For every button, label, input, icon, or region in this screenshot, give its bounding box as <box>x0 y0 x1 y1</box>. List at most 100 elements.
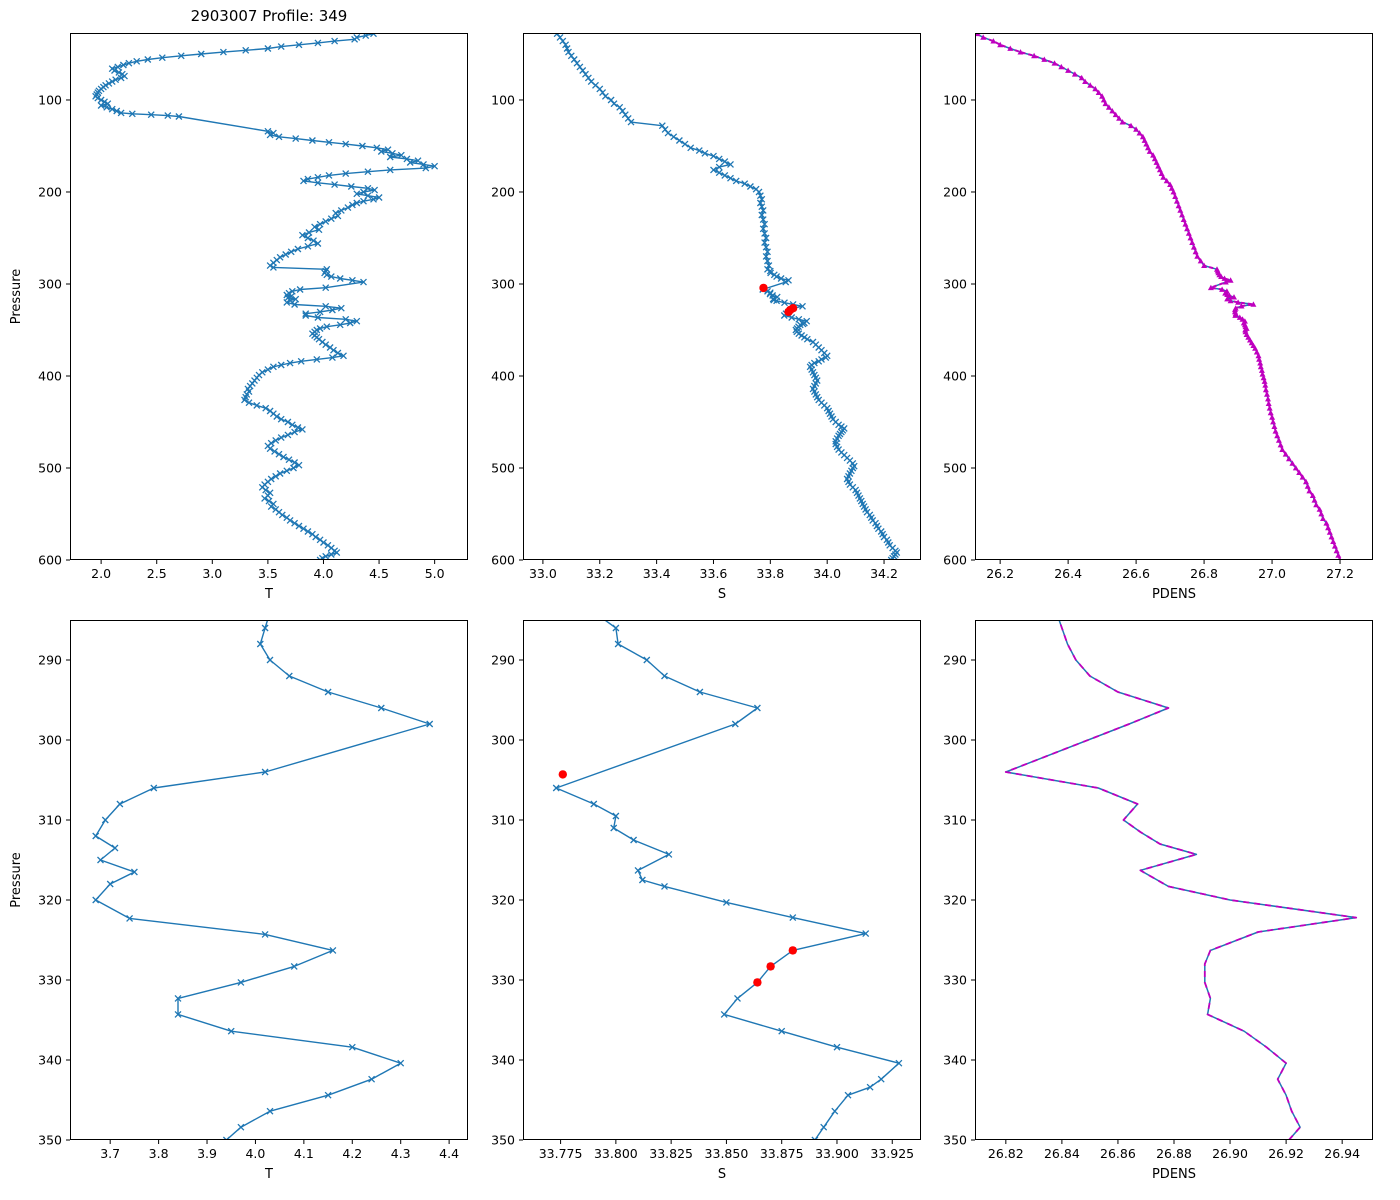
y-tick-label: 300 <box>943 733 967 748</box>
series-markers-temperature-profile <box>92 624 434 1140</box>
x-tick-label: 33.775 <box>539 1146 583 1161</box>
x-tick-label: 4.4 <box>439 1146 459 1161</box>
x-tick-label: 26.90 <box>1212 1146 1248 1161</box>
x-tick-label: 2.0 <box>91 566 111 581</box>
series-line-pdens-profile-blue <box>976 33 1341 560</box>
plot-area <box>92 33 439 560</box>
x-tick-label: 26.88 <box>1156 1146 1192 1161</box>
y-tick-label: 310 <box>38 813 62 828</box>
y-tick-label: 340 <box>943 1053 967 1068</box>
x-tick-label: 3.8 <box>149 1146 169 1161</box>
x-tick-label: 26.92 <box>1268 1146 1304 1161</box>
series-markers-pdens-profile-magenta <box>975 33 1342 560</box>
series-markers-salinity-profile <box>553 33 901 560</box>
x-tick-label: 27.2 <box>1326 566 1354 581</box>
x-tick-label: 26.82 <box>988 1146 1024 1161</box>
x-tick-label: 34.0 <box>813 566 841 581</box>
y-axis-label: Pressure <box>9 852 24 908</box>
subplot-temperature-zoom: 3.7 3.8 3.9 4.0 4.1 4.2 4.3 4.4 290 300 310 320 330 3… <box>9 620 468 1182</box>
axes-ticks: 33.0 33.2 33.4 33.6 33.8 34.0 34.2 100 200 300 400… <box>491 92 898 581</box>
x-axis-label: PDENS <box>1152 1167 1196 1182</box>
y-tick-label: 200 <box>38 184 62 199</box>
series-markers-salinity-flagged-points <box>759 283 798 317</box>
y-tick-label: 100 <box>38 92 62 107</box>
x-tick-label: 33.8 <box>756 566 784 581</box>
axes-temperature-zoom: 3.7 3.8 3.9 4.0 4.1 4.2 4.3 4.4 290 300 310 320 330 3… <box>9 620 468 1182</box>
axes-ticks: 33.775 33.800 33.825 33.850 33.875 33.900 33.9… <box>491 653 914 1162</box>
y-tick-label: 300 <box>491 276 515 291</box>
y-tick-label: 350 <box>943 1133 967 1148</box>
x-tick-label: 4.1 <box>294 1146 314 1161</box>
x-tick-label: 3.5 <box>258 566 278 581</box>
y-tick-label: 330 <box>943 973 967 988</box>
x-axis-label: S <box>718 587 726 602</box>
x-tick-label: 33.6 <box>700 566 728 581</box>
axes-ticks: 2.0 2.5 3.0 3.5 4.0 4.5 5.0 100 200 300 400 500 600 <box>38 92 444 581</box>
x-tick-label: 33.4 <box>643 566 671 581</box>
y-tick-label: 400 <box>943 368 967 383</box>
y-tick-label: 200 <box>491 184 515 199</box>
y-tick-label: 290 <box>491 653 515 668</box>
y-tick-label: 600 <box>943 553 967 568</box>
subplot-pdens-zoom: 26.82 26.84 26.86 26.88 26.90 26.92 26.94 290 30… <box>943 620 1373 1182</box>
axes-salinity-zoom: 33.775 33.800 33.825 33.850 33.875 33.900 33.9… <box>491 620 921 1182</box>
plot-area <box>553 33 901 560</box>
y-tick-label: 340 <box>38 1053 62 1068</box>
y-tick-label: 100 <box>491 92 515 107</box>
y-tick-label: 320 <box>943 893 967 908</box>
x-tick-label: 26.4 <box>1054 566 1082 581</box>
x-tick-label: 33.825 <box>649 1146 693 1161</box>
x-tick-label: 33.0 <box>529 566 557 581</box>
axes-spines <box>70 620 468 1140</box>
y-tick-label: 310 <box>491 813 515 828</box>
x-tick-label: 33.900 <box>815 1146 859 1161</box>
x-axis-label: T <box>264 587 273 602</box>
x-tick-label: 33.800 <box>594 1146 638 1161</box>
x-tick-label: 4.3 <box>391 1146 411 1161</box>
x-tick-label: 3.7 <box>100 1146 120 1161</box>
x-tick-label: 26.2 <box>986 566 1014 581</box>
x-tick-label: 26.6 <box>1122 566 1150 581</box>
y-tick-label: 350 <box>38 1133 62 1148</box>
x-tick-label: 5.0 <box>425 566 445 581</box>
y-tick-label: 320 <box>38 893 62 908</box>
subplot-salinity-full: 33.0 33.2 33.4 33.6 33.8 34.0 34.2 100 200 300 400… <box>491 33 921 602</box>
axes-salinity-full: 33.0 33.2 33.4 33.6 33.8 34.0 34.2 100 200 300 400… <box>491 33 921 602</box>
x-tick-label: 3.0 <box>202 566 222 581</box>
y-tick-label: 500 <box>943 460 967 475</box>
y-tick-label: 290 <box>38 653 62 668</box>
y-tick-label: 350 <box>491 1133 515 1148</box>
x-tick-label: 26.86 <box>1100 1146 1136 1161</box>
y-tick-label: 300 <box>38 276 62 291</box>
x-tick-label: 26.94 <box>1324 1146 1360 1161</box>
y-tick-label: 600 <box>38 553 62 568</box>
y-tick-label: 320 <box>491 893 515 908</box>
axes-ticks: 26.2 26.4 26.6 26.8 27.0 27.2 100 200 300 400 500 6… <box>943 92 1354 581</box>
plot-area <box>975 33 1342 560</box>
subplot-temperature-full: 2.0 2.5 3.0 3.5 4.0 4.5 5.0 100 200 300 400 500 600 T… <box>9 33 468 602</box>
y-axis-label: Pressure <box>9 269 24 325</box>
axes-spines <box>523 33 921 560</box>
y-tick-label: 300 <box>943 276 967 291</box>
y-tick-label: 300 <box>491 733 515 748</box>
axes-ticks: 26.82 26.84 26.86 26.88 26.90 26.92 26.94 290 30… <box>943 653 1360 1162</box>
y-tick-label: 400 <box>491 368 515 383</box>
x-tick-label: 4.0 <box>245 1146 265 1161</box>
axes-pdens-zoom: 26.82 26.84 26.86 26.88 26.90 26.92 26.94 290 30… <box>943 620 1373 1182</box>
axes-temperature-full: 2.0 2.5 3.0 3.5 4.0 4.5 5.0 100 200 300 400 500 600 T… <box>9 33 468 602</box>
x-tick-label: 33.850 <box>705 1146 749 1161</box>
y-tick-label: 100 <box>943 92 967 107</box>
y-tick-label: 330 <box>38 973 62 988</box>
x-tick-label: 3.9 <box>197 1146 217 1161</box>
plot-area <box>92 620 434 1140</box>
x-axis-label: S <box>718 1167 726 1182</box>
x-axis-label: PDENS <box>1152 587 1196 602</box>
y-tick-label: 600 <box>491 553 515 568</box>
x-axis-label: T <box>264 1167 273 1182</box>
x-tick-label: 2.5 <box>147 566 167 581</box>
axes-spines <box>523 620 921 1140</box>
